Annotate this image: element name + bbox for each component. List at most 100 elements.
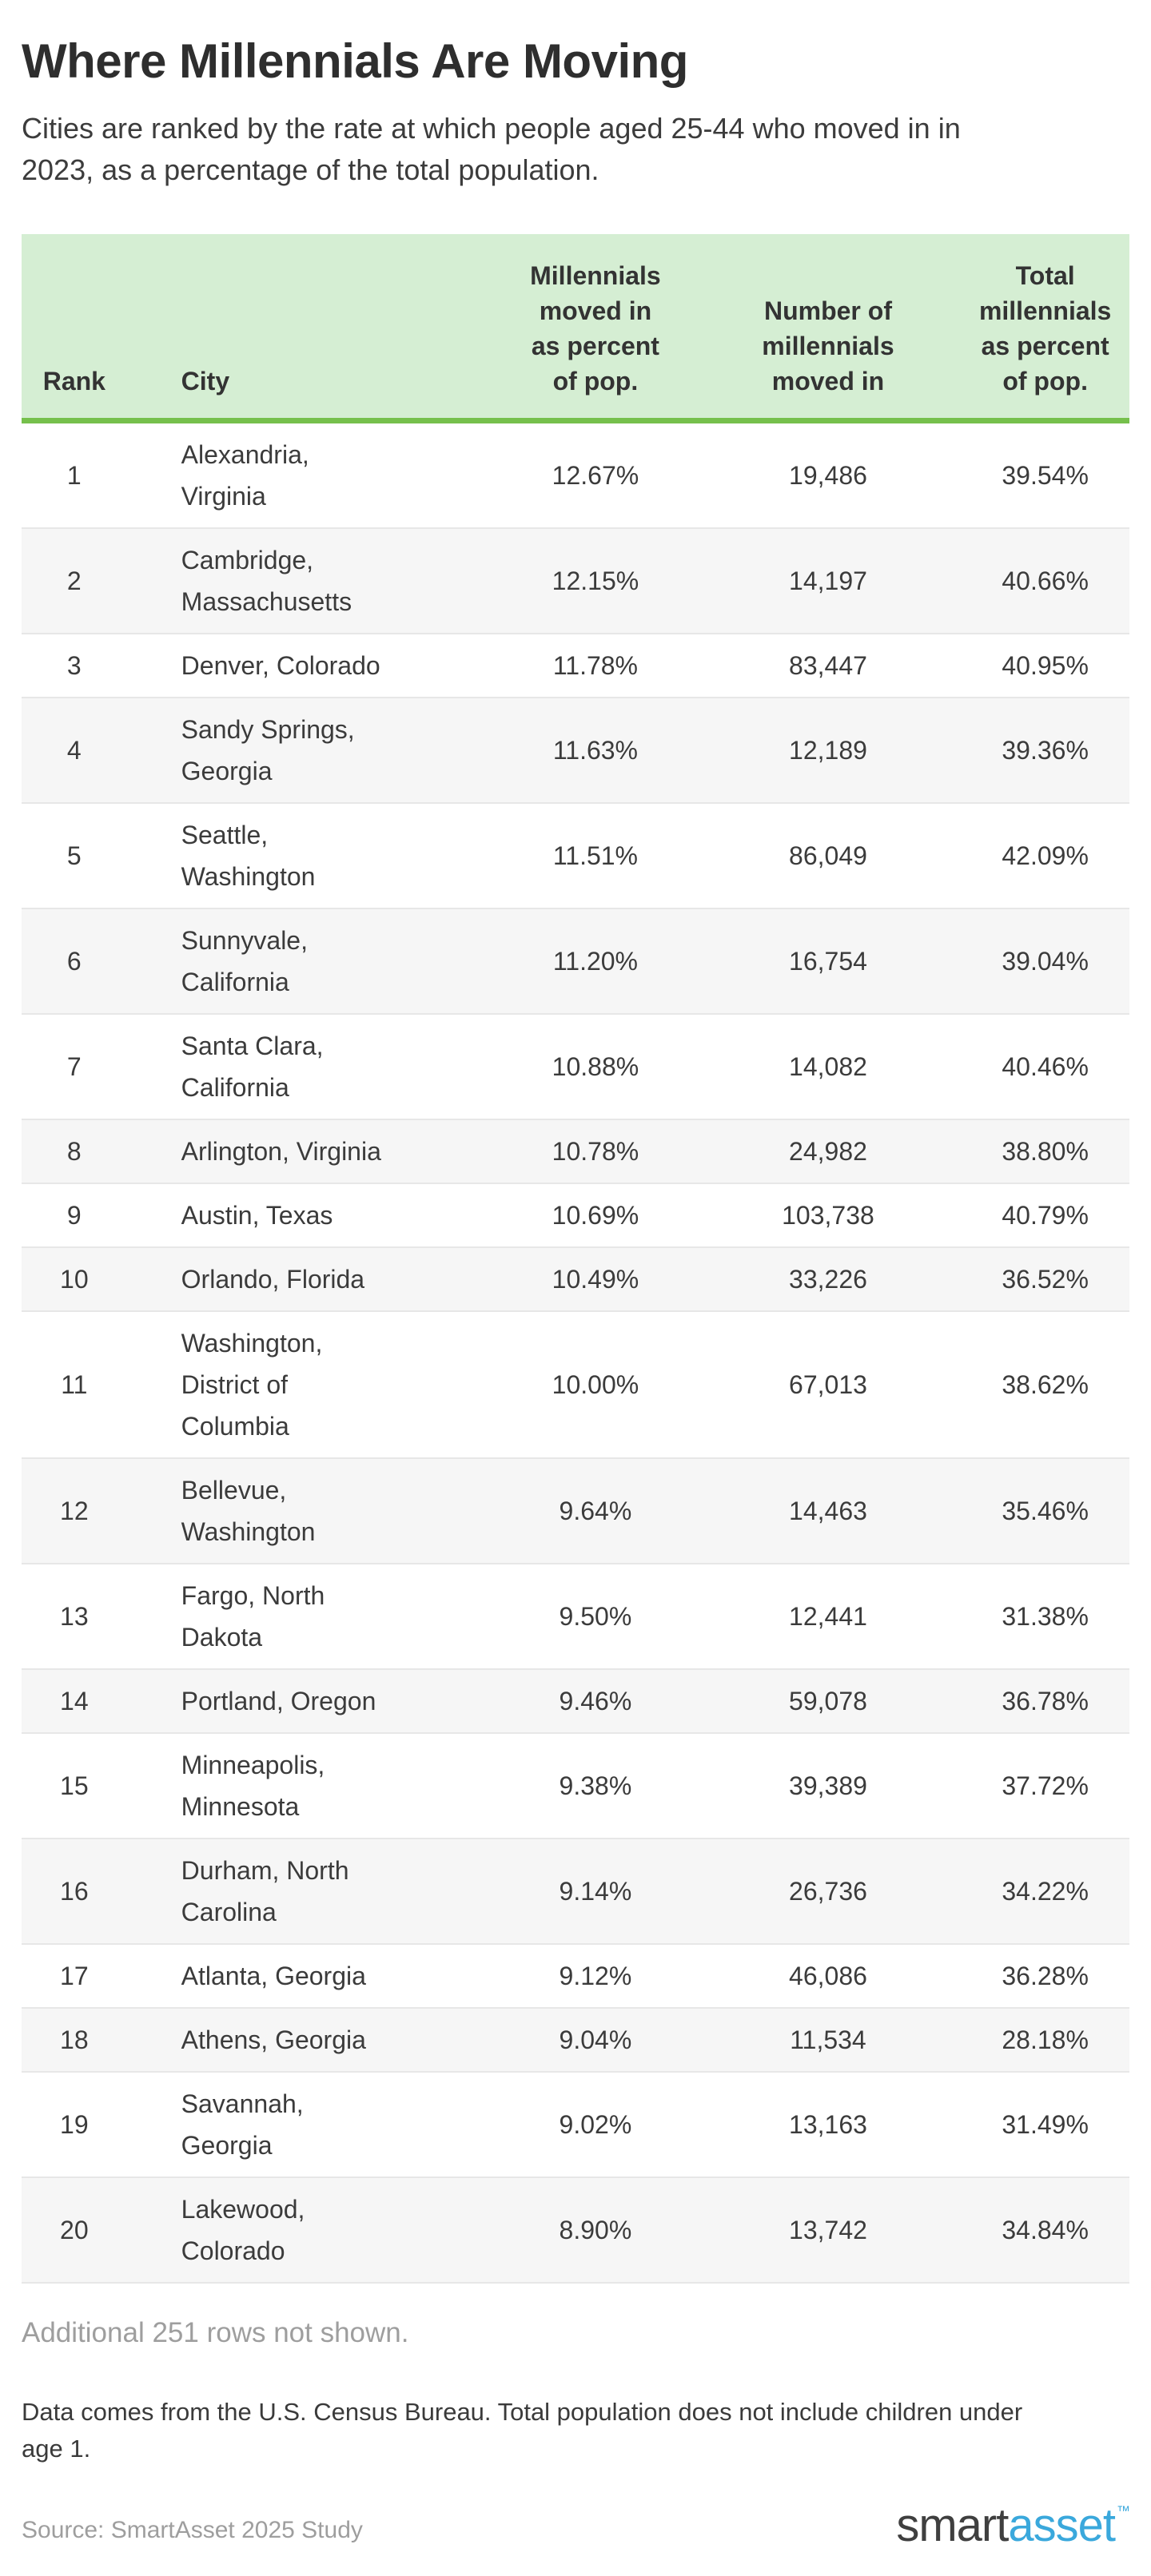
cell-city: Lakewood, Colorado (181, 2195, 305, 2265)
cell-total-percent: 28.18% (1002, 2025, 1089, 2054)
cell-city: Alexandria, Virginia (181, 440, 309, 511)
page-subtitle: Cities are ranked by the rate at which p… (22, 112, 961, 186)
table-row: 18 Athens, Georgia 9.04% 11,534 28.18% (22, 2008, 1129, 2072)
cell-moved-count: 16,754 (789, 947, 867, 976)
column-header-moved-count: Number of millennials moved in (695, 234, 962, 423)
cell-moved-percent: 9.50% (559, 1602, 632, 1631)
cell-moved-count: 11,534 (790, 2025, 866, 2054)
table-row: 10 Orlando, Florida 10.49% 33,226 36.52% (22, 1247, 1129, 1311)
cell-total-percent: 40.46% (1002, 1052, 1089, 1081)
cell-moved-count: 83,447 (789, 651, 867, 680)
cell-city: Durham, North Carolina (181, 1856, 349, 1926)
cell-total-percent: 36.78% (1002, 1687, 1089, 1715)
cell-total-percent: 35.46% (1002, 1497, 1089, 1525)
cell-total-percent: 40.66% (1002, 566, 1089, 595)
cell-moved-percent: 11.20% (552, 947, 638, 976)
cell-moved-percent: 9.04% (559, 2025, 632, 2054)
cell-moved-count: 13,163 (789, 2110, 867, 2139)
cell-rank: 9 (66, 1201, 82, 1230)
additional-rows-note: Additional 251 rows not shown. (22, 2317, 409, 2348)
cell-moved-count: 26,736 (789, 1877, 867, 1906)
cell-moved-count: 86,049 (789, 841, 867, 870)
cell-moved-percent: 8.90% (559, 2216, 632, 2244)
cell-city: Sunnyvale, California (181, 926, 308, 996)
cell-rank: 19 (60, 2110, 89, 2139)
cell-total-percent: 38.62% (1002, 1370, 1089, 1399)
cell-total-percent: 40.79% (1002, 1201, 1089, 1230)
cell-moved-percent: 10.00% (552, 1370, 639, 1399)
cell-rank: 17 (60, 1962, 89, 1990)
cell-rank: 20 (60, 2216, 89, 2244)
data-source-note: Data comes from the U.S. Census Bureau. … (22, 2398, 1023, 2463)
table-row: 3 Denver, Colorado 11.78% 83,447 40.95% (22, 634, 1129, 698)
cell-rank: 2 (66, 566, 82, 595)
cell-moved-count: 19,486 (789, 461, 867, 490)
table-row: 4 Sandy Springs, Georgia 11.63% 12,189 3… (22, 698, 1129, 803)
cell-moved-percent: 12.15% (552, 566, 639, 595)
logo-text-smart: smart (896, 2499, 1009, 2551)
cell-rank: 13 (60, 1602, 89, 1631)
table-row: 20 Lakewood, Colorado 8.90% 13,742 34.84… (22, 2177, 1129, 2283)
cell-rank: 12 (60, 1497, 89, 1525)
cell-moved-count: 14,082 (789, 1052, 867, 1081)
column-header-moved-percent: Millennials moved in as percent of pop. (496, 234, 695, 423)
cell-city: Atlanta, Georgia (181, 1962, 366, 1990)
cell-moved-percent: 12.67% (552, 461, 639, 490)
source-credit: Source: SmartAsset 2025 Study (22, 2517, 363, 2543)
cell-city: Minneapolis, Minnesota (181, 1751, 325, 1821)
table-row: 13 Fargo, North Dakota 9.50% 12,441 31.3… (22, 1564, 1129, 1669)
cell-moved-count: 103,738 (782, 1201, 874, 1230)
cell-total-percent: 39.36% (1002, 736, 1089, 765)
table-row: 16 Durham, North Carolina 9.14% 26,736 3… (22, 1839, 1129, 1944)
cell-city: Seattle, Washington (181, 821, 316, 891)
cell-moved-count: 24,982 (789, 1137, 867, 1166)
table-row: 2 Cambridge, Massachusetts 12.15% 14,197… (22, 528, 1129, 634)
cell-moved-count: 46,086 (789, 1962, 867, 1990)
cell-city: Santa Clara, California (181, 1032, 324, 1102)
cell-city: Portland, Oregon (181, 1687, 376, 1715)
logo-trademark: ™ (1117, 2503, 1130, 2518)
cell-total-percent: 42.09% (1002, 841, 1089, 870)
cell-rank: 8 (66, 1137, 82, 1166)
cell-rank: 6 (66, 947, 82, 976)
cell-moved-count: 14,463 (789, 1497, 867, 1525)
table-header-row: Rank City Millennials moved in as percen… (22, 234, 1129, 423)
table-row: 5 Seattle, Washington 11.51% 86,049 42.0… (22, 803, 1129, 908)
cell-moved-count: 59,078 (789, 1687, 867, 1715)
page-title: Where Millennials Are Moving (22, 34, 688, 88)
table-row: 17 Atlanta, Georgia 9.12% 46,086 36.28% (22, 1944, 1129, 2008)
table-row: 12 Bellevue, Washington 9.64% 14,463 35.… (22, 1458, 1129, 1564)
cell-rank: 10 (60, 1265, 89, 1294)
table-row: 7 Santa Clara, California 10.88% 14,082 … (22, 1014, 1129, 1119)
column-header-total-percent: Total millennials as percent of pop. (961, 234, 1129, 423)
cell-total-percent: 34.84% (1002, 2216, 1089, 2244)
cell-rank: 15 (60, 1771, 89, 1800)
logo-text-asset: asset (1008, 2499, 1116, 2551)
cell-city: Austin, Texas (181, 1201, 333, 1230)
table-row: 8 Arlington, Virginia 10.78% 24,982 38.8… (22, 1119, 1129, 1183)
cell-total-percent: 36.52% (1002, 1265, 1089, 1294)
column-header-city: City (126, 234, 496, 423)
table-row: 14 Portland, Oregon 9.46% 59,078 36.78% (22, 1669, 1129, 1733)
table-body: 1 Alexandria, Virginia 12.67% 19,486 39.… (22, 421, 1129, 2283)
cell-city: Arlington, Virginia (181, 1137, 381, 1166)
cell-rank: 14 (60, 1687, 89, 1715)
cell-total-percent: 36.28% (1002, 1962, 1089, 1990)
cell-total-percent: 39.54% (1002, 461, 1089, 490)
cell-moved-count: 12,189 (789, 736, 867, 765)
cell-total-percent: 38.80% (1002, 1137, 1089, 1166)
cell-city: Orlando, Florida (181, 1265, 365, 1294)
cell-moved-percent: 10.49% (552, 1265, 639, 1294)
cell-moved-percent: 9.14% (559, 1877, 632, 1906)
cell-moved-count: 39,389 (789, 1771, 867, 1800)
cell-total-percent: 39.04% (1002, 947, 1089, 976)
column-header-rank: Rank (22, 234, 127, 423)
cell-moved-percent: 10.78% (552, 1137, 639, 1166)
table-header: Rank City Millennials moved in as percen… (22, 234, 1129, 423)
cell-city: Savannah, Georgia (181, 2089, 304, 2160)
cell-moved-count: 33,226 (789, 1265, 867, 1294)
cell-city: Athens, Georgia (181, 2025, 366, 2054)
cell-city: Denver, Colorado (181, 651, 380, 680)
cell-moved-count: 12,441 (789, 1602, 867, 1631)
